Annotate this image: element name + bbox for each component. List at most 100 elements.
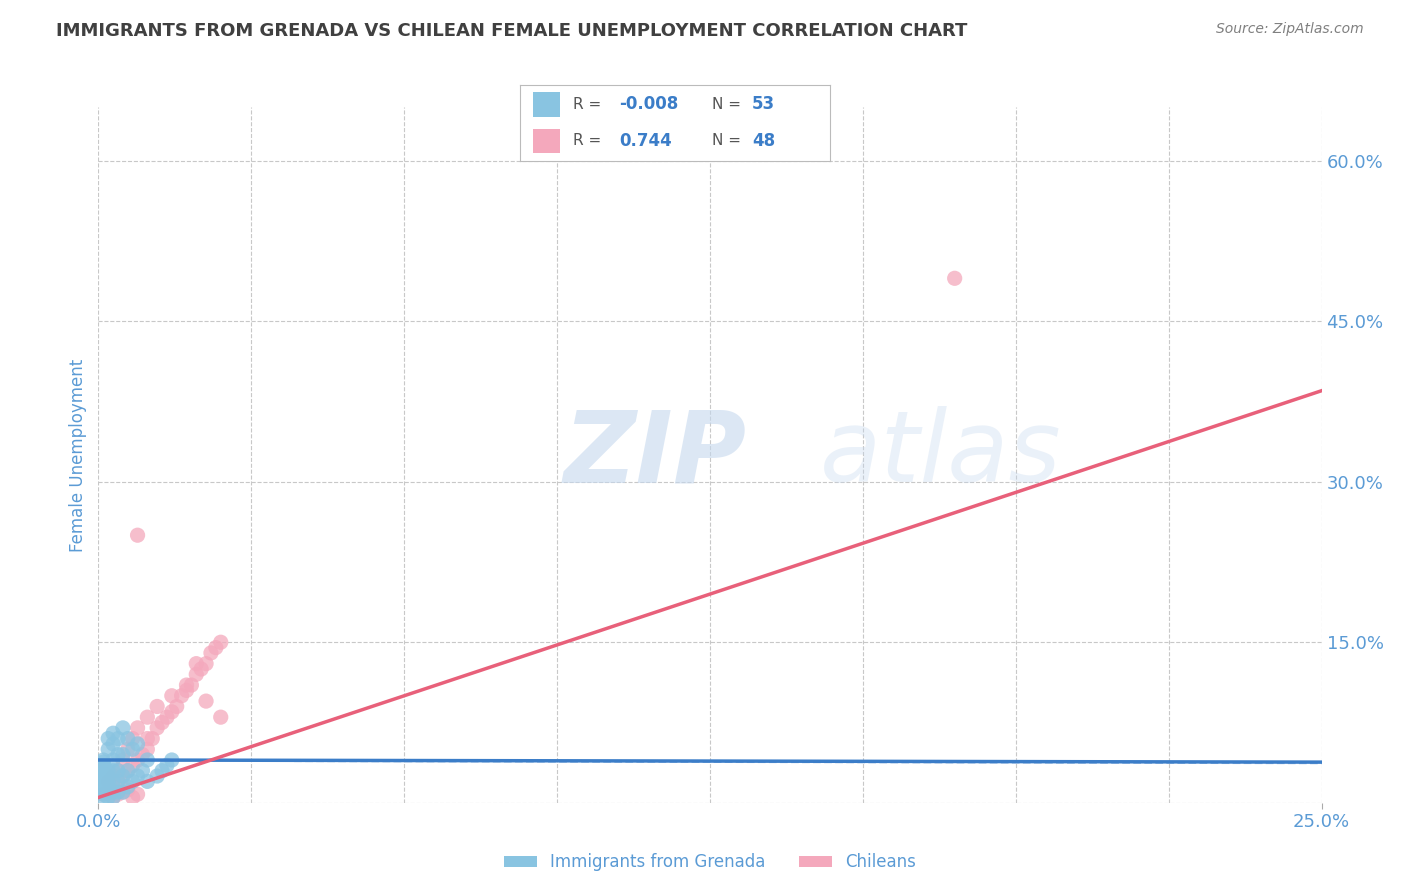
- Point: [111, 769, 134, 783]
- Point: [146, 721, 169, 735]
- Point: [127, 787, 149, 801]
- Point: [107, 785, 129, 799]
- Point: [91, 781, 114, 796]
- Point: [101, 753, 124, 767]
- Point: [97, 769, 120, 783]
- Point: [127, 753, 149, 767]
- Point: [127, 737, 149, 751]
- Point: [97, 742, 120, 756]
- Point: [121, 758, 143, 772]
- Bar: [533, 128, 561, 153]
- Point: [136, 731, 159, 746]
- Point: [111, 769, 134, 783]
- Point: [101, 790, 124, 805]
- Point: [131, 764, 153, 778]
- Point: [97, 764, 120, 778]
- Point: [101, 790, 124, 805]
- Point: [107, 764, 129, 778]
- Point: [101, 785, 124, 799]
- Point: [117, 764, 139, 778]
- Point: [107, 774, 129, 789]
- Point: [146, 769, 169, 783]
- Text: -0.008: -0.008: [619, 95, 679, 113]
- Point: [195, 657, 218, 671]
- Point: [91, 758, 114, 772]
- Point: [127, 528, 149, 542]
- Point: [107, 747, 129, 762]
- Text: 0.744: 0.744: [619, 132, 672, 150]
- Legend: Immigrants from Grenada, Chileans: Immigrants from Grenada, Chileans: [496, 847, 924, 878]
- Y-axis label: Female Unemployment: Female Unemployment: [69, 359, 87, 551]
- Point: [91, 790, 114, 805]
- Point: [97, 790, 120, 805]
- Point: [97, 731, 120, 746]
- Point: [91, 755, 114, 769]
- Point: [111, 785, 134, 799]
- Point: [121, 742, 143, 756]
- Point: [97, 774, 120, 789]
- Point: [121, 774, 143, 789]
- Point: [200, 646, 222, 660]
- Point: [176, 683, 198, 698]
- Point: [107, 774, 129, 789]
- Point: [170, 689, 193, 703]
- Point: [176, 678, 198, 692]
- Point: [156, 758, 179, 772]
- Point: [97, 780, 120, 794]
- Text: N =: N =: [711, 133, 741, 148]
- Point: [107, 764, 129, 778]
- Point: [121, 790, 143, 805]
- Point: [117, 764, 139, 778]
- Point: [91, 774, 114, 789]
- Point: [127, 769, 149, 783]
- Point: [101, 780, 124, 794]
- Point: [101, 769, 124, 783]
- Point: [91, 769, 114, 783]
- Point: [91, 772, 114, 787]
- Point: [117, 783, 139, 797]
- Point: [195, 694, 218, 708]
- Text: R =: R =: [572, 97, 600, 112]
- Point: [131, 747, 153, 762]
- Point: [97, 785, 120, 799]
- Point: [111, 747, 134, 762]
- Point: [117, 731, 139, 746]
- Point: [121, 731, 143, 746]
- Text: 48: 48: [752, 132, 775, 150]
- Point: [91, 753, 114, 767]
- Point: [136, 710, 159, 724]
- Text: N =: N =: [711, 97, 741, 112]
- Point: [107, 731, 129, 746]
- Point: [107, 787, 129, 801]
- Text: IMMIGRANTS FROM GRENADA VS CHILEAN FEMALE UNEMPLOYMENT CORRELATION CHART: IMMIGRANTS FROM GRENADA VS CHILEAN FEMAL…: [56, 22, 967, 40]
- Point: [91, 765, 114, 780]
- Point: [97, 785, 120, 799]
- Point: [117, 742, 139, 756]
- Point: [91, 785, 114, 799]
- Point: [150, 715, 173, 730]
- Text: R =: R =: [572, 133, 600, 148]
- Point: [186, 657, 208, 671]
- Point: [190, 662, 212, 676]
- Point: [186, 667, 208, 681]
- Point: [943, 271, 966, 285]
- Point: [141, 731, 163, 746]
- Point: [205, 640, 228, 655]
- Text: atlas: atlas: [820, 407, 1062, 503]
- Point: [101, 737, 124, 751]
- Point: [91, 760, 114, 774]
- Text: ZIP: ZIP: [564, 407, 747, 503]
- Point: [156, 710, 179, 724]
- Point: [136, 753, 159, 767]
- Point: [180, 678, 202, 692]
- Text: 53: 53: [752, 95, 775, 113]
- Point: [146, 699, 169, 714]
- Point: [136, 742, 159, 756]
- Point: [101, 764, 124, 778]
- Point: [160, 753, 183, 767]
- Point: [111, 785, 134, 799]
- Text: Source: ZipAtlas.com: Source: ZipAtlas.com: [1216, 22, 1364, 37]
- Point: [91, 787, 114, 801]
- Point: [97, 774, 120, 789]
- Point: [91, 776, 114, 790]
